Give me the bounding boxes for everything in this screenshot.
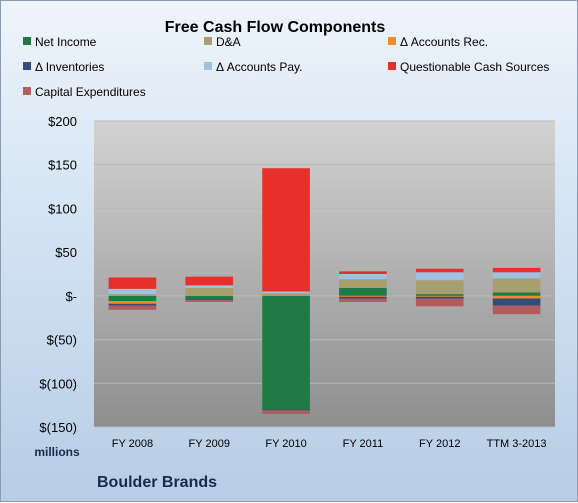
y-tick-label: $50 (55, 245, 77, 260)
bar-segment (492, 292, 541, 296)
bar-segment (415, 295, 464, 297)
legend-swatch (388, 37, 396, 45)
x-tick-label: FY 2012 (419, 438, 460, 450)
legend-label: Questionable Cash Sources (400, 60, 549, 74)
chart-title: Free Cash Flow Components (165, 19, 386, 36)
legend-swatch (23, 37, 31, 45)
bar-segment (108, 277, 157, 289)
bar-segment (108, 301, 157, 304)
bar-segment (108, 303, 157, 306)
legend-label: Capital Expenditures (35, 85, 146, 99)
bar-segment (262, 295, 310, 410)
bar-segment (492, 272, 541, 279)
bar-segment (492, 267, 541, 273)
y-tick-label: $150 (48, 158, 77, 173)
x-tick-label: FY 2008 (112, 438, 153, 450)
bar-segment (262, 409, 310, 411)
bar-segment (339, 279, 387, 288)
y-tick-label: $(50) (47, 333, 77, 348)
legend-swatch (204, 62, 212, 70)
legend-label: Δ Inventories (35, 60, 104, 74)
bar-segment (185, 285, 234, 288)
bar-segment (185, 287, 234, 296)
bar-segment (492, 295, 541, 299)
legend-swatch (388, 62, 396, 70)
gridlines (94, 120, 555, 428)
x-tick-label: FY 2009 (189, 438, 230, 450)
legend-label: D&A (216, 35, 241, 49)
bar-segment (262, 410, 310, 414)
legend-label: Δ Accounts Rec. (400, 35, 488, 49)
bar-segment (185, 299, 234, 301)
bar-segment (415, 280, 464, 295)
legend: Net Income D&A Δ Accounts Rec. Δ Inventorie… (23, 35, 549, 99)
bars (108, 168, 541, 414)
bar-segment (339, 271, 387, 274)
bar-segment (262, 293, 310, 296)
bar-segment (415, 298, 464, 307)
x-tick-label: FY 2010 (265, 438, 306, 450)
bar-segment (492, 278, 541, 293)
y-tick-label: $(150) (39, 420, 77, 435)
y-tick-label: $(100) (39, 376, 77, 391)
bar-segment (492, 305, 541, 315)
bar-segment (415, 296, 464, 299)
bar-segment (185, 276, 234, 286)
legend-swatch (23, 87, 31, 95)
company-name: Boulder Brands (97, 474, 217, 491)
bar-segment (108, 305, 157, 310)
bar-segment (339, 287, 387, 296)
legend-label: Δ Accounts Pay. (216, 60, 303, 74)
bar-segment (415, 272, 464, 281)
y-axis-ticks: $200 $150 $100 $50 $- $(50) $(100) $(150) (39, 114, 77, 435)
bar-segment (262, 291, 310, 294)
legend-swatch (23, 62, 31, 70)
bar-segment (262, 168, 310, 292)
y-tick-label: $- (65, 289, 77, 304)
bar-segment (185, 295, 234, 300)
bar-segment (108, 295, 157, 302)
legend-swatch (204, 37, 212, 45)
bar-segment (185, 300, 234, 302)
plot-area (94, 121, 555, 427)
y-tick-label: $200 (48, 114, 77, 129)
bar-segment (108, 288, 157, 295)
bar-segment (415, 294, 464, 296)
bar-segment (339, 296, 387, 299)
legend-label: Net Income (35, 35, 97, 49)
x-tick-label: TTM 3-2013 (487, 438, 547, 450)
bar-segment (339, 295, 387, 297)
y-tick-label: $100 (48, 201, 77, 216)
x-tick-label: FY 2011 (343, 438, 384, 450)
bar-segment (339, 274, 387, 280)
y-axis-unit-label: millions (34, 445, 80, 459)
x-axis-ticks: FY 2008 FY 2009 FY 2010 FY 2011 FY 2012 TTM 3… (112, 438, 547, 450)
bar-segment (492, 298, 541, 306)
bar-segment (108, 294, 157, 296)
bar-segment (415, 268, 464, 273)
bar-segment (339, 298, 387, 302)
